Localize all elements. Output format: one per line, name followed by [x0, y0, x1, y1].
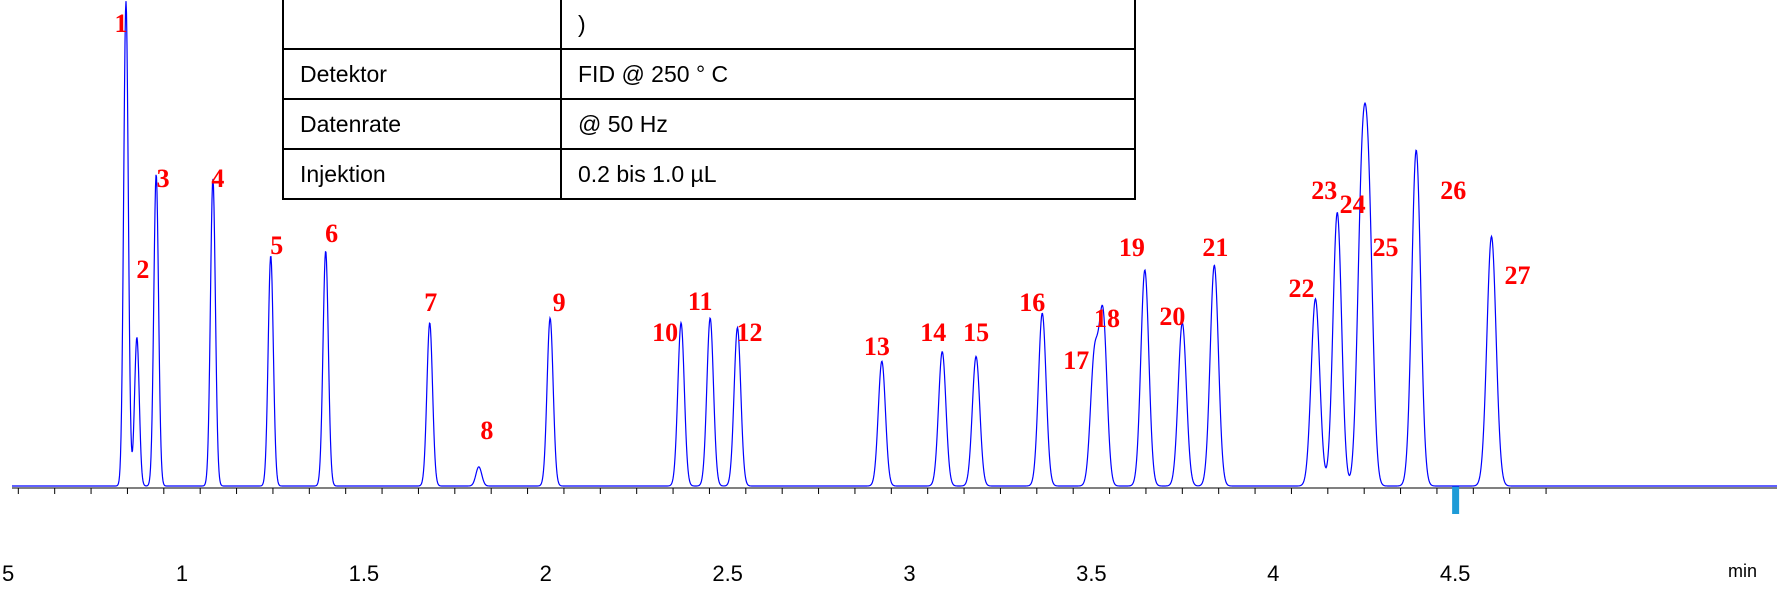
table-row: Detektor FID @ 250 ° C	[282, 48, 1136, 100]
peak-label: 26	[1440, 176, 1466, 205]
peak-label: 8	[480, 416, 493, 445]
table-row: Datenrate @ 50 Hz	[282, 98, 1136, 150]
peak-label: 14	[920, 318, 946, 347]
peak-label: 27	[1505, 261, 1531, 290]
peak-label: 23	[1311, 176, 1337, 205]
peak-label: 18	[1094, 304, 1120, 333]
x-tick-label: 2	[540, 561, 552, 586]
param-value: FID @ 250 ° C	[560, 48, 1136, 100]
peak-label: 22	[1288, 274, 1314, 303]
trace-layer	[12, 1, 1777, 487]
peak-label: 25	[1373, 233, 1399, 262]
x-tick-label: 2.5	[712, 561, 743, 586]
peak-label: 3	[157, 164, 170, 193]
peak-label: 9	[553, 288, 566, 317]
peak-label: 16	[1019, 288, 1045, 317]
x-tick-label: 4	[1267, 561, 1279, 586]
peak-label: 2	[136, 255, 149, 284]
param-label: Detektor	[282, 48, 562, 100]
peak-label: 10	[652, 318, 678, 347]
x-tick-label: 3.5	[1076, 561, 1107, 586]
x-tick-label: 4.5	[1440, 561, 1471, 586]
x-tick-label: 1	[176, 561, 188, 586]
peak-label: 15	[963, 318, 989, 347]
param-label: Datenrate	[282, 98, 562, 150]
param-label	[282, 0, 562, 50]
x-axis: 5 1 1.5 2 2.5 3 3.5 4 4.5	[2, 486, 1777, 586]
chromatogram-trace	[12, 1, 1777, 487]
param-value: )	[560, 0, 1136, 50]
peak-label: 7	[424, 288, 437, 317]
peak-label: 20	[1159, 302, 1185, 331]
peak-label: 21	[1202, 233, 1228, 262]
table-row: )	[282, 0, 1136, 50]
method-parameters-table: ) Detektor FID @ 250 ° C Datenrate @ 50 …	[282, 0, 1136, 200]
time-marker	[1452, 486, 1460, 514]
x-tick-label: 1.5	[349, 561, 380, 586]
x-tick-label: 5	[2, 561, 14, 586]
param-value: 0.2 bis 1.0 µL	[560, 148, 1136, 200]
peak-label: 5	[270, 231, 283, 260]
peak-label: 4	[211, 164, 224, 193]
peak-label: 17	[1063, 346, 1089, 375]
peak-label: 24	[1340, 190, 1366, 219]
param-value: @ 50 Hz	[560, 98, 1136, 150]
x-axis-unit: min	[1728, 561, 1757, 581]
param-label: Injektion	[282, 148, 562, 200]
peak-label: 11	[688, 287, 713, 316]
peak-label: 19	[1119, 233, 1145, 262]
peak-label: 12	[736, 318, 762, 347]
peak-label: 6	[325, 219, 338, 248]
table-row: Injektion 0.2 bis 1.0 µL	[282, 148, 1136, 200]
x-tick-label: 3	[903, 561, 915, 586]
peak-label: 13	[864, 332, 890, 361]
peak-label: 1	[114, 9, 127, 38]
